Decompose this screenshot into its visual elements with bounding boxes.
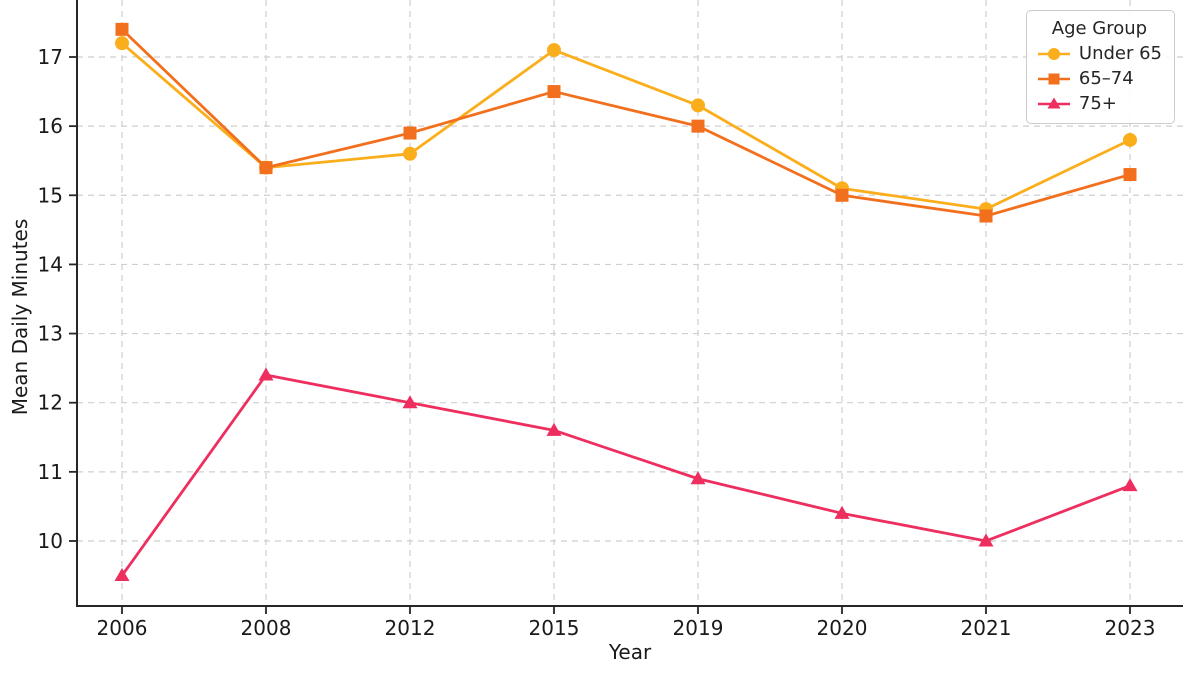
y-tick-label: 15 <box>38 183 63 207</box>
legend-label: Under 65 <box>1078 43 1162 64</box>
data-point-circle <box>1123 132 1137 147</box>
data-point-triangle <box>114 568 130 582</box>
y-tick-label: 16 <box>38 114 63 138</box>
x-tick-label: 2020 <box>817 616 868 640</box>
data-point-triangle <box>546 422 562 436</box>
legend-label: 65–74 <box>1078 68 1134 89</box>
x-tick-label: 2021 <box>961 616 1012 640</box>
legend-item-65-74: 65–74 <box>1037 66 1162 91</box>
x-tick-label: 2008 <box>241 616 292 640</box>
data-point-square <box>403 126 417 140</box>
data-point-square <box>979 209 993 223</box>
axis-spines <box>76 0 1183 607</box>
data-point-triangle <box>834 505 850 519</box>
square-line-swatch-icon <box>1037 73 1070 84</box>
legend-item-75-plus: 75+ <box>1037 91 1162 116</box>
data-point-triangle <box>690 471 706 485</box>
series-line <box>120 373 1131 577</box>
legend-item-under-65: Under 65 <box>1037 41 1162 66</box>
x-tick-label: 2012 <box>385 616 436 640</box>
x-tick-labels: 2006 2008 2012 2015 2019 2020 2021 2023 <box>97 616 1156 640</box>
series-65-74 <box>115 22 1137 223</box>
data-point-square <box>691 119 705 133</box>
data-point-triangle <box>258 367 274 381</box>
circle-line-swatch-icon <box>1037 47 1070 60</box>
y-tick-label: 11 <box>38 460 63 484</box>
y-tick-label: 17 <box>38 45 63 69</box>
series-line <box>121 42 1131 211</box>
legend-title: Age Group <box>1051 18 1148 39</box>
y-tick-label: 14 <box>38 252 63 276</box>
legend: Age Group Under 65 65–74 75+ <box>1025 10 1175 124</box>
series-line <box>121 28 1131 218</box>
series-75- <box>114 367 1138 582</box>
gridlines <box>77 0 1183 606</box>
data-point-square <box>115 22 129 36</box>
data-point-triangle <box>1122 478 1138 492</box>
x-tick-label: 2006 <box>97 616 148 640</box>
x-tick-label: 2015 <box>529 616 580 640</box>
data-point-circle <box>403 146 417 161</box>
y-tick-label: 13 <box>38 322 63 346</box>
data-point-square <box>1123 168 1137 182</box>
data-point-circle <box>547 43 561 58</box>
y-tick-label: 12 <box>38 391 63 415</box>
data-point-circle <box>115 36 129 51</box>
y-axis-title: Mean Daily Minutes <box>8 219 32 416</box>
data-point-circle <box>691 98 705 113</box>
data-point-square <box>835 188 849 202</box>
triangle-line-swatch-icon <box>1037 97 1070 108</box>
data-point-square <box>547 85 561 99</box>
data-point-square <box>259 161 273 175</box>
x-tick-label: 2023 <box>1105 616 1156 640</box>
y-tick-labels: 10 11 12 13 14 15 16 17 <box>38 45 63 553</box>
x-axis-title: Year <box>608 640 652 664</box>
data-point-triangle <box>402 395 418 409</box>
tick-marks <box>69 56 1131 614</box>
data-point-triangle <box>978 533 994 547</box>
legend-label: 75+ <box>1078 93 1117 114</box>
y-tick-label: 10 <box>38 529 63 553</box>
x-tick-label: 2019 <box>673 616 724 640</box>
